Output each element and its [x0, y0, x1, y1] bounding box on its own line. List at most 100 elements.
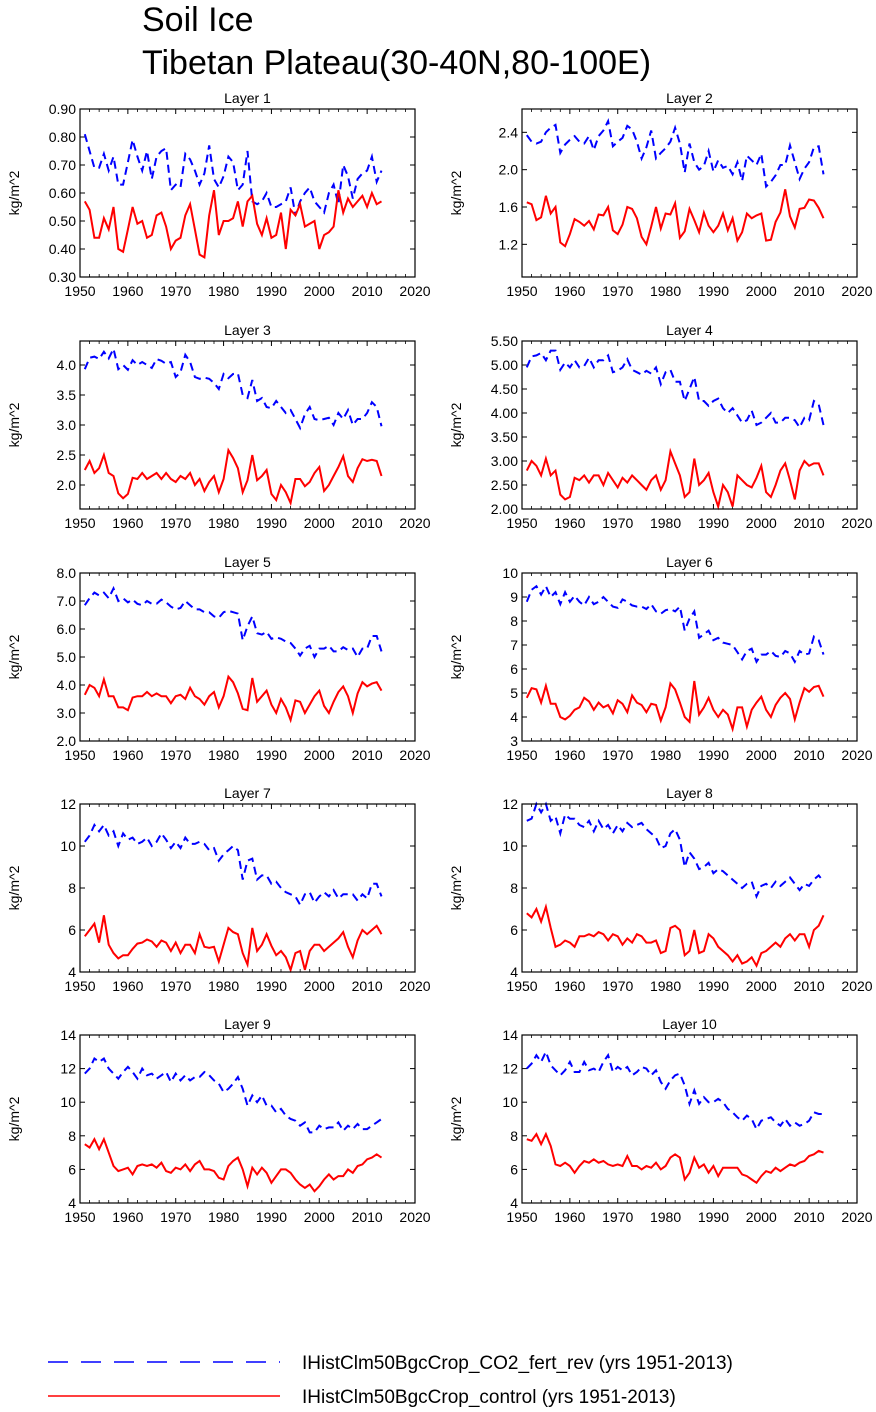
layer-2-title: Layer 2	[666, 90, 713, 106]
layer-10-series-co2-fert	[526, 1049, 824, 1132]
layer-6-xtick-label: 1950	[506, 747, 537, 763]
layer-1-ytick-label: 0.40	[49, 241, 76, 257]
panel-layer-4: Layer 4 kg/m^2 1950 1960 1970 1980 1990 2000 201…	[448, 322, 873, 531]
layer-5-series-co2-fert	[83, 585, 383, 660]
layer-6-xtick-label: 2000	[746, 747, 777, 763]
layer-7-ytick-label: 4	[68, 964, 76, 980]
panel-layer-5: Layer 5 kg/m^2 1950 1960 1970 1980 1990 2000 201…	[6, 554, 431, 763]
layer-3-ytick-label: 2.0	[57, 477, 77, 493]
layer-2-frame	[521, 108, 858, 278]
layer-2-series-co2-fert	[525, 118, 825, 189]
layer-1-xtick-label: 1980	[208, 283, 239, 299]
layer-9-series-co2-fert	[84, 1056, 383, 1134]
layer-6-ytick-label: 10	[502, 565, 518, 581]
layer-9-xtick-label: 1990	[256, 1209, 287, 1225]
layer-7-xtick-label: 1970	[160, 978, 191, 994]
layer-7-xtick-label: 2010	[352, 978, 383, 994]
layer-2-xtick-label: 1980	[650, 283, 681, 299]
layer-9-ytick-label: 6	[68, 1161, 76, 1177]
panel-layer-3: Layer 3 kg/m^2 1950 1960 1970 1980 1990 2000 201…	[6, 322, 431, 531]
layer-5-ytick-label: 4.0	[57, 677, 77, 693]
layer-6-frame	[521, 572, 858, 742]
layer-3-xtick-label: 1980	[208, 515, 239, 531]
layer-5-frame	[79, 572, 416, 742]
layer-10-ytick-label: 12	[502, 1061, 518, 1077]
layer-1-xtick-label: 2000	[304, 283, 335, 299]
layer-2-xtick-label: 1960	[554, 283, 585, 299]
layer-8-xtick-label: 2000	[746, 978, 777, 994]
layer-7-xtick-label: 2000	[304, 978, 335, 994]
layer-7-frame	[79, 803, 416, 973]
layer-7-xtick-label: 1960	[112, 978, 143, 994]
layer-9-xtick-label: 1960	[112, 1209, 143, 1225]
layer-2-ytick-label: 1.6	[499, 199, 519, 215]
layer-9-ytick-label: 14	[60, 1027, 76, 1043]
layer-8-ytick-label: 12	[502, 796, 518, 812]
layer-3-title: Layer 3	[224, 322, 271, 338]
layer-10-frame	[521, 1034, 858, 1204]
layer-2-ytick-label: 2.4	[499, 124, 519, 140]
layer-1-ylabel: kg/m^2	[6, 170, 22, 215]
layer-6-series-control	[525, 680, 825, 733]
layer-10-title: Layer 10	[662, 1016, 717, 1032]
layer-10-ytick-label: 10	[502, 1094, 518, 1110]
panel-layer-9: Layer 9 kg/m^2 1950 1960 1970 1980 1990 2000 201…	[6, 1016, 431, 1225]
layer-8-xtick-label: 1950	[506, 978, 537, 994]
layer-3-xtick-label: 1990	[256, 515, 287, 531]
layer-6-ytick-label: 5	[510, 685, 518, 701]
layer-1-xtick-label: 2010	[352, 283, 383, 299]
layer-2-xtick-label: 2000	[746, 283, 777, 299]
layer-5-xtick-label: 1960	[112, 747, 143, 763]
layer-5-series-control	[83, 674, 383, 724]
layer-6-xtick-label: 1980	[650, 747, 681, 763]
layer-5-ytick-label: 7.0	[57, 593, 77, 609]
layer-10-xtick-label: 1990	[698, 1209, 729, 1225]
layer-1-xtick-label: 1970	[160, 283, 191, 299]
layer-9-ytick-label: 12	[60, 1061, 76, 1077]
legend-label-co2-fert: IHistClm50BgcCrop_CO2_fert_rev (yrs 1951…	[302, 1353, 733, 1374]
layer-9-xtick-label: 1980	[208, 1209, 239, 1225]
layer-4-xtick-label: 1950	[506, 515, 537, 531]
layer-8-ytick-label: 4	[510, 964, 518, 980]
layer-4-xtick-label: 2000	[746, 515, 777, 531]
chart-panels: Layer 1 kg/m^2 1950 1960 1970 1980 1990 2000 201…	[6, 90, 873, 1225]
layer-10-xtick-label: 2020	[841, 1209, 872, 1225]
layer-8-title: Layer 8	[666, 785, 713, 801]
layer-2-xtick-label: 2010	[794, 283, 825, 299]
layer-1-ytick-label: 0.30	[49, 269, 76, 285]
layer-4-ytick-label: 3.50	[491, 429, 518, 445]
layer-9-xtick-label: 1970	[160, 1209, 191, 1225]
layer-2-series-control	[526, 189, 825, 248]
layer-6-xtick-label: 1960	[554, 747, 585, 763]
layer-7-title: Layer 7	[224, 785, 271, 801]
layer-9-series-control	[84, 1136, 383, 1193]
layer-3-xtick-label: 2020	[399, 515, 430, 531]
layer-9-frame	[79, 1034, 416, 1204]
layer-8-ytick-label: 8	[510, 880, 518, 896]
layer-3-ytick-label: 3.5	[57, 387, 77, 403]
layer-5-xtick-label: 2010	[352, 747, 383, 763]
layer-8-ytick-label: 6	[510, 922, 518, 938]
layer-7-ytick-label: 10	[60, 838, 76, 854]
layer-6-ytick-label: 7	[510, 637, 518, 653]
panel-layer-6: Layer 6 kg/m^2 1950 1960 1970 1980 1990 2000 201…	[448, 554, 873, 763]
layer-9-xtick-label: 2000	[304, 1209, 335, 1225]
layer-4-ytick-label: 4.00	[491, 405, 518, 421]
layer-7-series-control	[84, 915, 383, 974]
layer-1-ytick-label: 0.50	[49, 213, 76, 229]
layer-7-xtick-label: 2020	[399, 978, 430, 994]
panel-layer-8: Layer 8 kg/m^2 1950 1960 1970 1980 1990 2000 201…	[448, 785, 873, 994]
layer-8-series-co2-fert	[526, 801, 825, 900]
layer-4-xtick-label: 1960	[554, 515, 585, 531]
layer-6-ytick-label: 8	[510, 613, 518, 629]
layer-4-ytick-label: 2.00	[491, 501, 518, 517]
layer-9-ytick-label: 8	[68, 1128, 76, 1144]
layer-2-ylabel: kg/m^2	[448, 170, 464, 215]
layer-2-xtick-label: 2020	[841, 283, 872, 299]
layer-6-title: Layer 6	[666, 554, 713, 570]
legend: IHistClm50BgcCrop_CO2_fert_rev (yrs 1951…	[48, 1353, 733, 1408]
layer-2-xtick-label: 1970	[602, 283, 633, 299]
layer-2-xtick-label: 1990	[698, 283, 729, 299]
layer-3-series-control	[83, 447, 383, 507]
